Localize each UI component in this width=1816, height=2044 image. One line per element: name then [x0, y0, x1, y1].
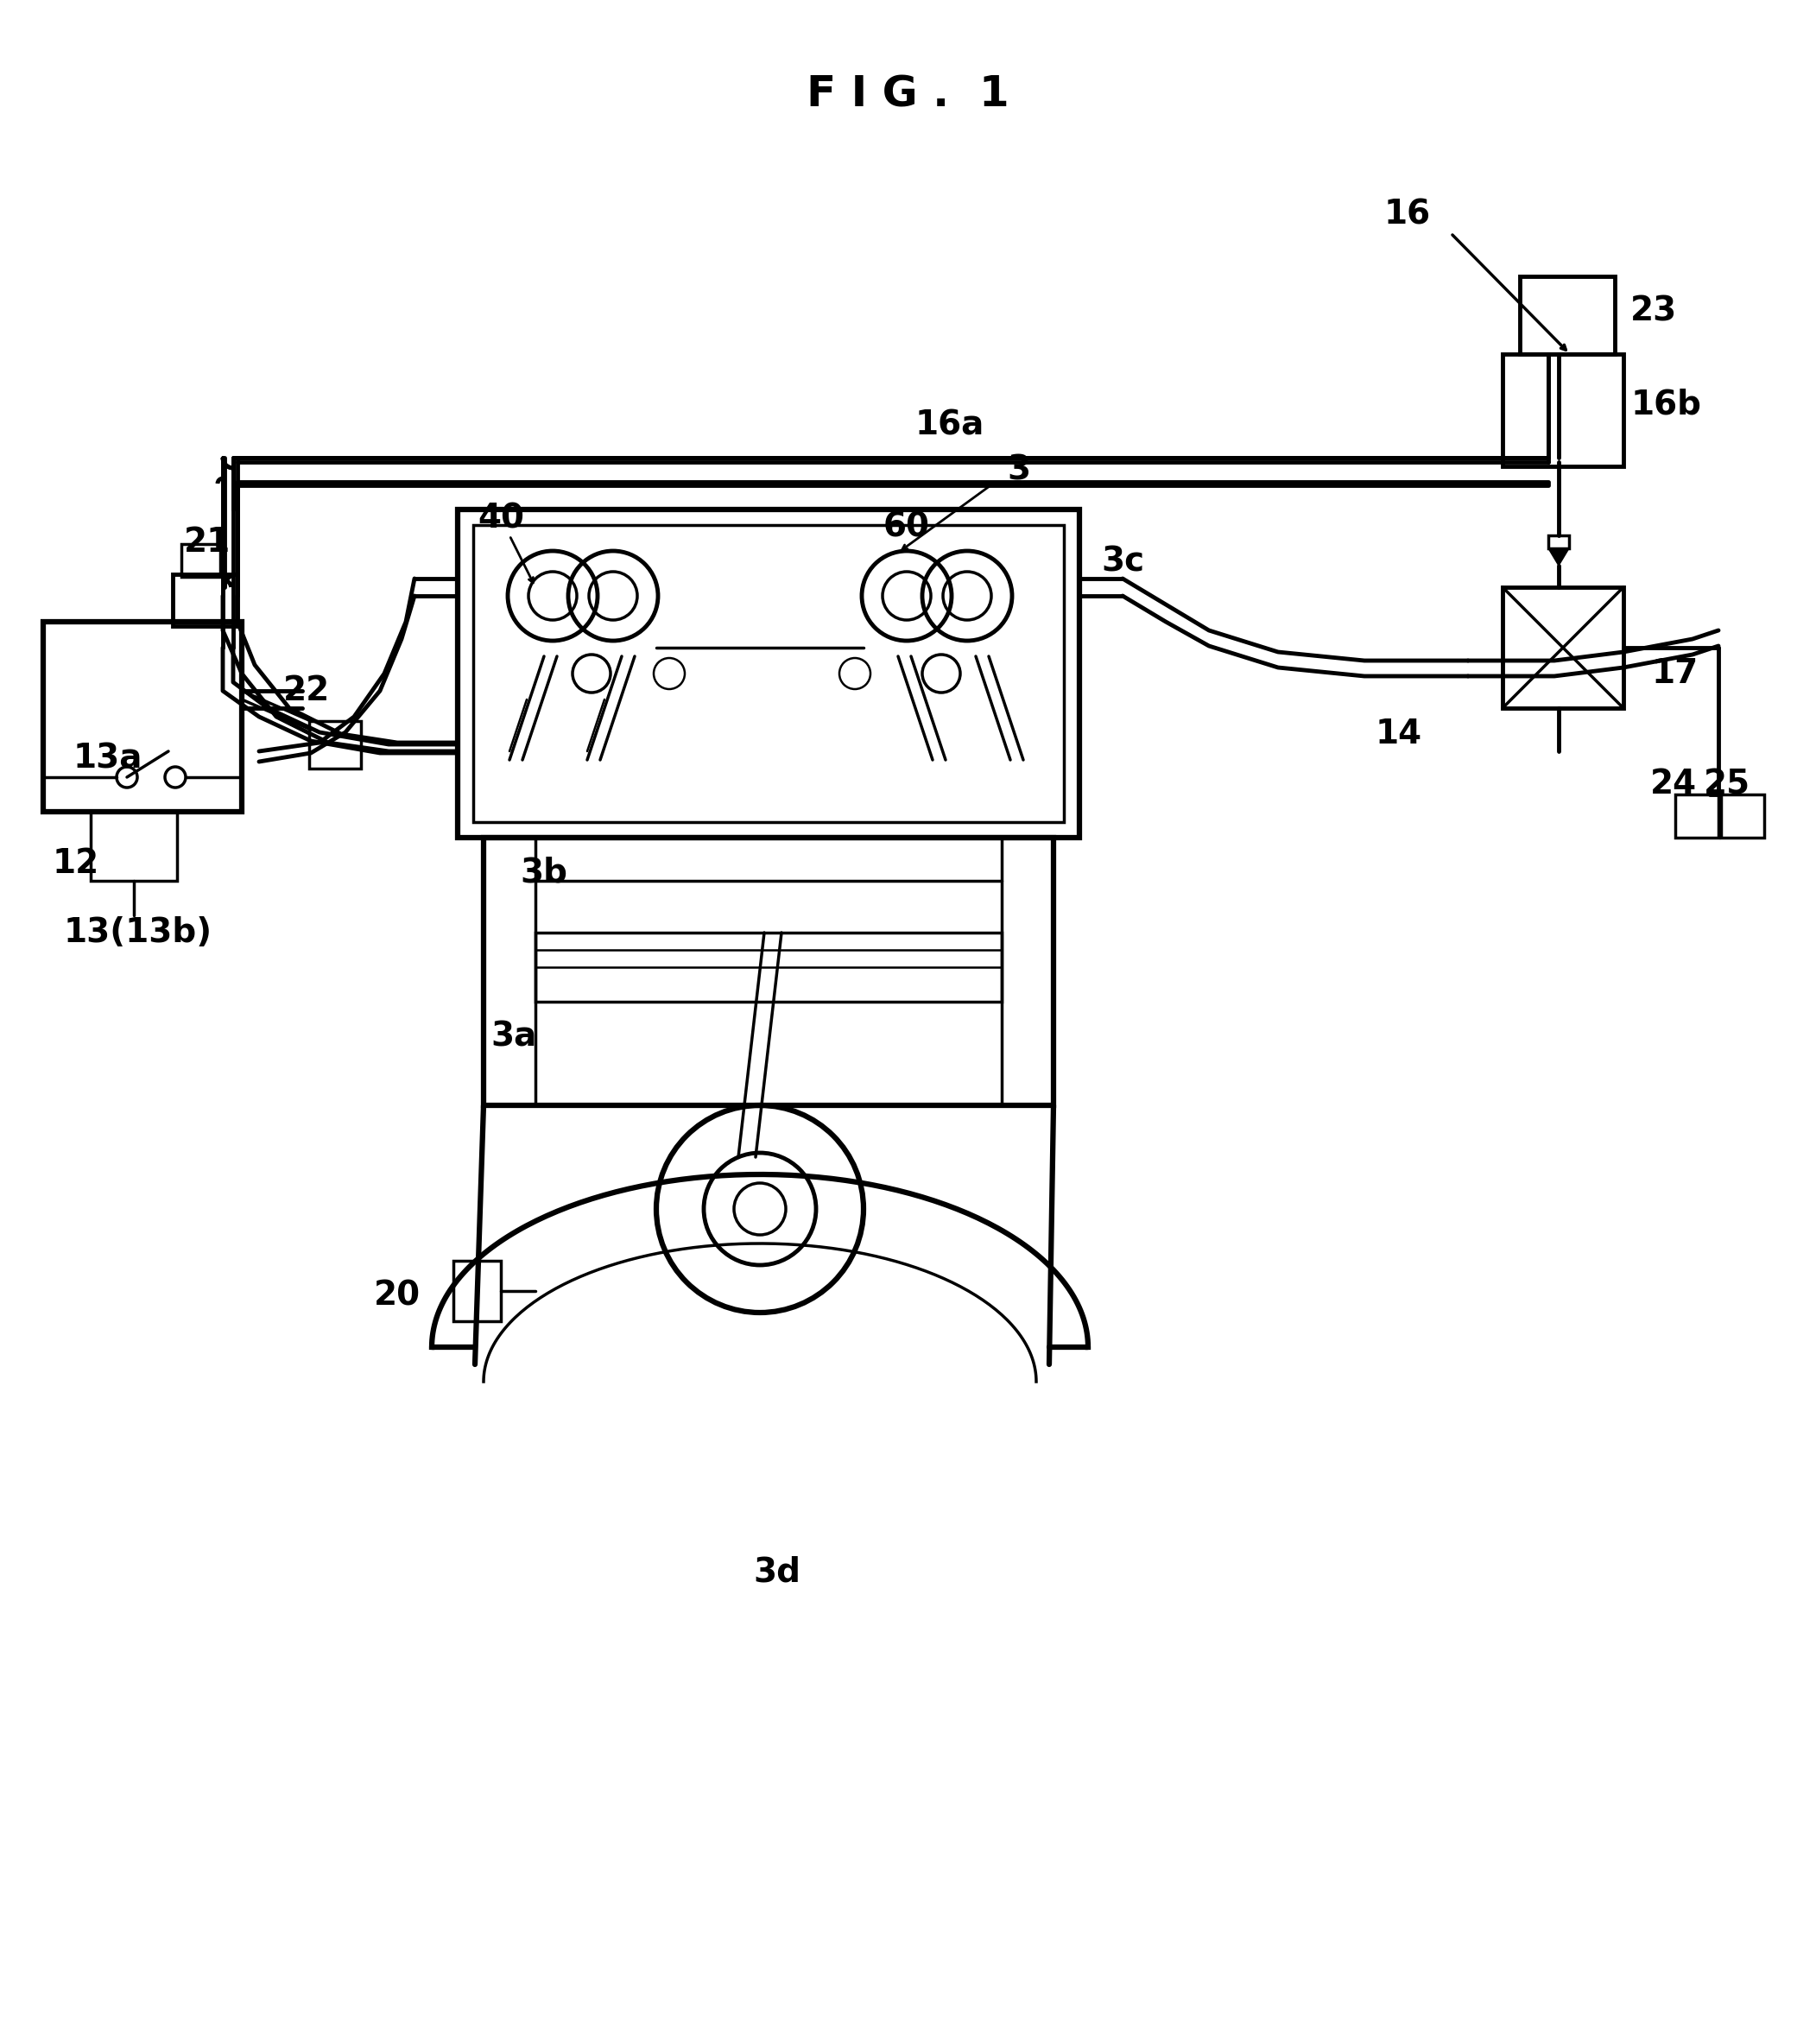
Text: 16: 16 — [1384, 198, 1431, 231]
Text: 3a: 3a — [490, 1020, 538, 1053]
Text: 3: 3 — [1008, 454, 1031, 486]
Text: 13(13b): 13(13b) — [64, 916, 212, 948]
Text: 3b: 3b — [519, 856, 568, 889]
Bar — [44, 621, 242, 811]
Bar — [536, 932, 1002, 1002]
Bar — [91, 811, 176, 881]
Polygon shape — [1549, 548, 1569, 566]
Bar — [483, 838, 1053, 1106]
Text: 22: 22 — [283, 675, 331, 707]
Text: 16b: 16b — [1631, 388, 1702, 421]
Text: 25: 25 — [1703, 769, 1751, 801]
Bar — [474, 525, 1064, 822]
Text: 20: 20 — [374, 1280, 421, 1312]
Text: 17: 17 — [1653, 658, 1698, 691]
Bar — [182, 544, 220, 576]
Text: 3c: 3c — [1100, 546, 1144, 578]
Text: 60: 60 — [883, 511, 930, 544]
Text: 23: 23 — [1631, 294, 1678, 327]
Text: 13a: 13a — [73, 742, 143, 775]
Bar — [1502, 587, 1624, 707]
Bar — [1549, 536, 1569, 548]
Circle shape — [734, 1183, 786, 1235]
Text: 12: 12 — [53, 846, 100, 881]
Bar — [1502, 354, 1624, 466]
Text: 14: 14 — [1375, 717, 1422, 750]
Text: F I G .  1: F I G . 1 — [806, 74, 1010, 117]
Text: 24: 24 — [1651, 769, 1696, 801]
Text: 40: 40 — [478, 501, 525, 536]
Bar — [1722, 795, 1763, 838]
Bar — [454, 1261, 501, 1320]
Text: 3d: 3d — [754, 1555, 801, 1588]
Bar — [173, 574, 238, 625]
Text: 21: 21 — [183, 525, 231, 558]
Bar — [458, 509, 1079, 838]
Text: 16a: 16a — [915, 409, 984, 442]
Bar — [1520, 276, 1614, 354]
Bar — [309, 722, 361, 769]
Bar — [1674, 795, 1718, 838]
